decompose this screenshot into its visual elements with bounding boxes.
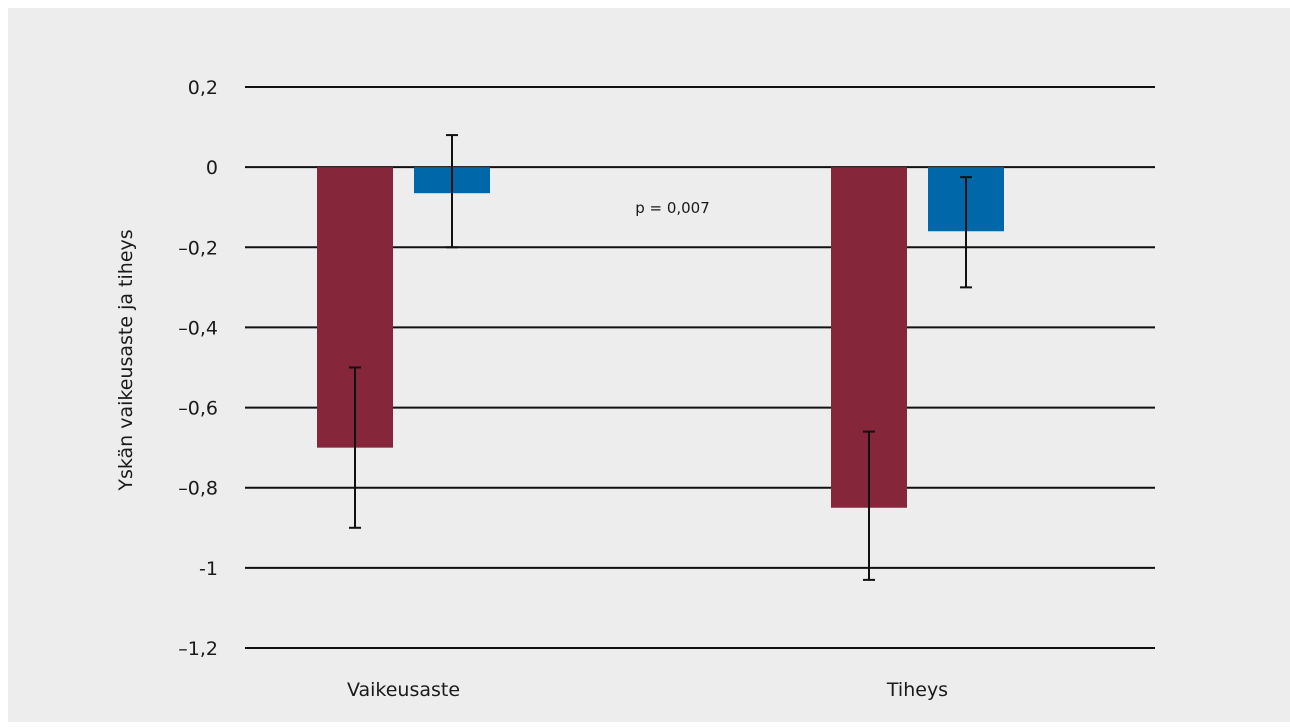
error-bars [349, 134, 972, 581]
y-tick-label: –0,6 [178, 398, 218, 420]
error-bar [960, 176, 972, 289]
bar-chart: 0,2 0 –0,2 –0,4 –0,6 –0,8 -1 –1,2 Vaikeusaste Ti… [115, 77, 1155, 701]
y-tick-label: 0,2 [188, 77, 218, 99]
bars [317, 167, 1004, 508]
gridlines [245, 86, 1155, 649]
y-axis-title: Yskän vaikeusaste ja tiheys [115, 229, 137, 491]
y-tick-label: –1,2 [178, 638, 218, 660]
x-category-label: Vaikeusaste [347, 679, 460, 701]
x-category-label: Tiheys [886, 679, 948, 701]
y-tick-label: –0,4 [178, 317, 218, 339]
x-axis-categories: Vaikeusaste Tiheys [347, 679, 948, 701]
y-tick-label: 0 [206, 157, 218, 179]
chart-panel: 0,2 0 –0,2 –0,4 –0,6 –0,8 -1 –1,2 Vaikeusaste Ti… [8, 8, 1290, 722]
error-bar [863, 430, 875, 581]
p-value-annotation: p = 0,007 [635, 199, 710, 217]
y-tick-label: –0,8 [178, 478, 218, 500]
y-tick-label: –0,2 [178, 237, 218, 259]
error-bar [349, 366, 361, 529]
y-tick-label: -1 [199, 558, 218, 580]
y-axis-ticks: 0,2 0 –0,2 –0,4 –0,6 –0,8 -1 –1,2 [178, 77, 218, 660]
annotations: p = 0,007 [635, 199, 710, 217]
error-bar [446, 134, 458, 249]
